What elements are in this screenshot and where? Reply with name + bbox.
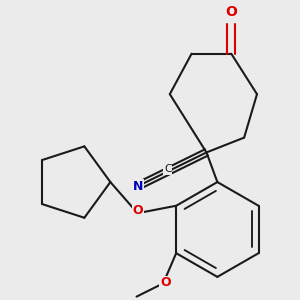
Text: O: O: [225, 5, 237, 19]
Text: C: C: [164, 164, 172, 174]
Text: N: N: [133, 179, 143, 193]
Text: O: O: [133, 204, 143, 217]
Text: O: O: [160, 276, 171, 289]
